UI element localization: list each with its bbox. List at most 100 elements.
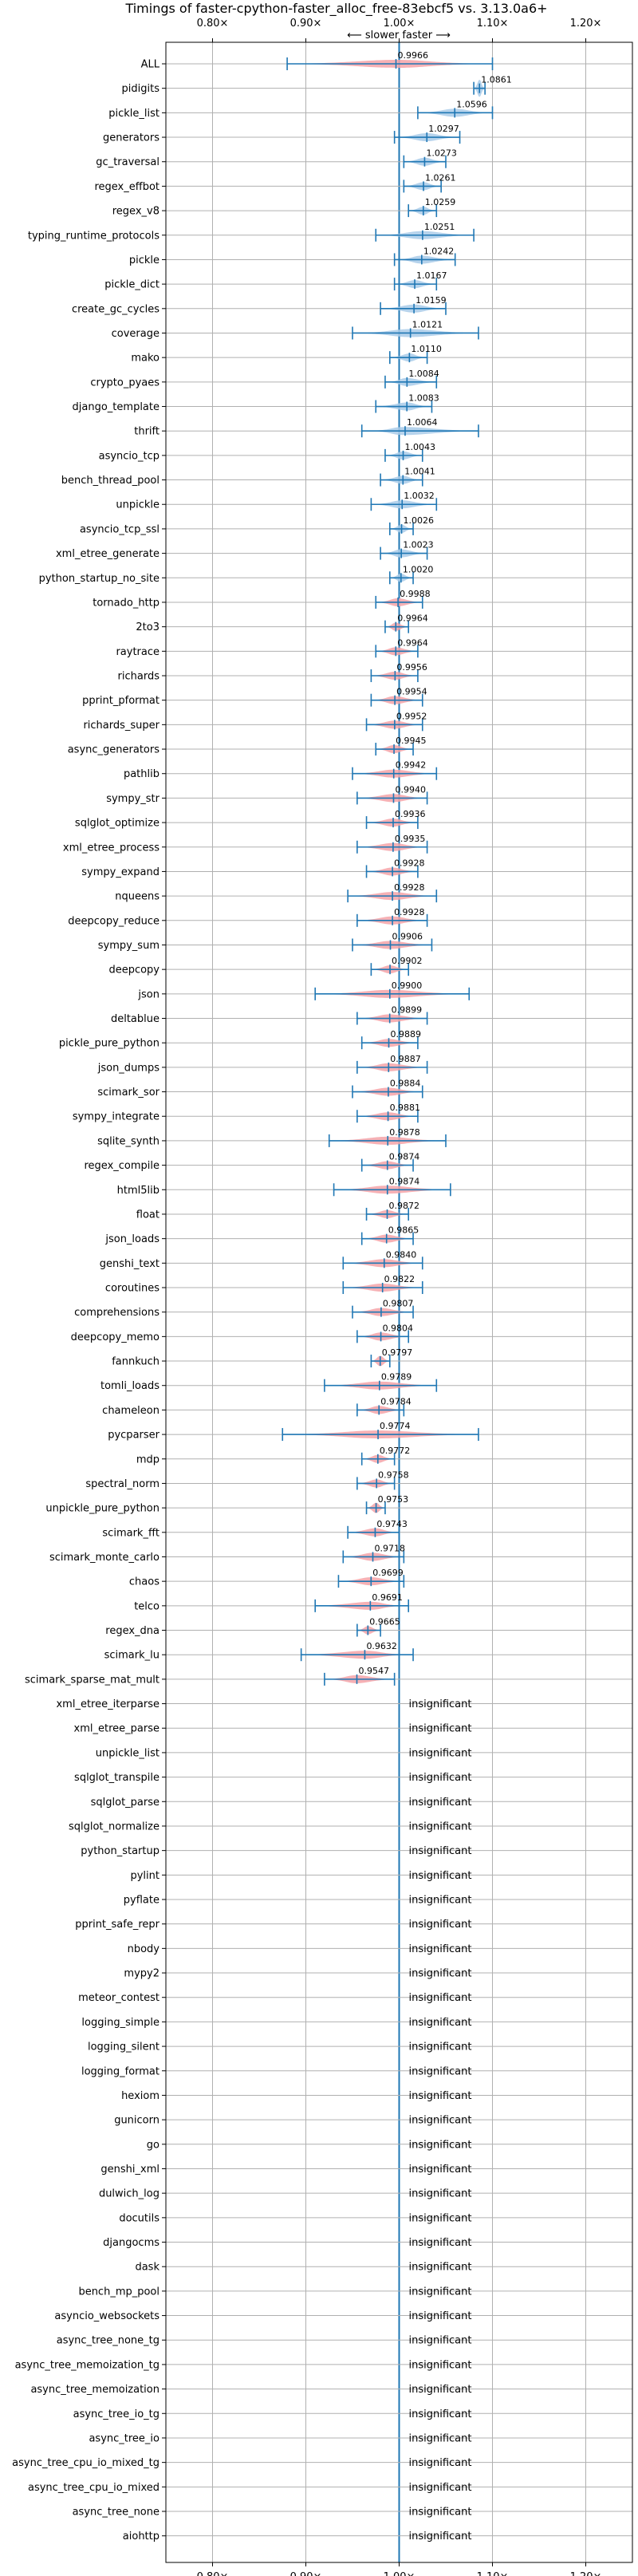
benchmark-name: typing_runtime_protocols (28, 230, 160, 242)
value-label: 0.9928 (394, 882, 425, 893)
benchmark-name: logging_simple (81, 2017, 160, 2029)
value-label: 0.9935 (395, 834, 426, 844)
value-label: 0.9964 (397, 637, 427, 648)
value-label: 0.9954 (396, 687, 427, 697)
value-label: 1.0273 (426, 148, 457, 159)
value-label: 0.9940 (395, 784, 425, 795)
x-tick-label-top: 0.80× (197, 18, 229, 30)
insignificant-label: insignificant (409, 2310, 472, 2322)
value-label: 0.9928 (394, 907, 425, 917)
benchmark-name: mako (131, 353, 160, 365)
insignificant-label: insignificant (409, 2237, 472, 2249)
value-label: 0.9699 (372, 1568, 404, 1578)
insignificant-label: insignificant (409, 1723, 472, 1735)
benchmark-name: genshi_text (100, 1258, 160, 1270)
benchmark-name: dask (135, 2262, 160, 2274)
benchmark-name: 2to3 (136, 621, 160, 633)
benchmark-name: crypto_pyaes (90, 377, 160, 389)
insignificant-label: insignificant (409, 2286, 472, 2298)
insignificant-label: insignificant (409, 2115, 472, 2127)
benchmark-name: bench_mp_pool (78, 2286, 160, 2298)
benchmark-name: tornado_http (93, 597, 160, 609)
benchmark-name: gunicorn (114, 2115, 160, 2127)
insignificant-label: insignificant (409, 2065, 472, 2077)
value-label: 0.9797 (382, 1347, 413, 1358)
value-label: 0.9872 (389, 1201, 420, 1211)
value-label: 1.0596 (456, 99, 487, 109)
benchmark-name: fannkuch (112, 1356, 160, 1368)
value-label: 1.0064 (407, 417, 438, 428)
benchmark-name: unpickle (116, 499, 160, 511)
benchmark-name: json_dumps (97, 1062, 160, 1074)
benchmark-name: generators (103, 132, 160, 144)
value-label: 0.9952 (396, 711, 427, 721)
x-tick-label-top: 0.90× (290, 18, 322, 30)
benchmark-name: coroutines (105, 1283, 160, 1295)
benchmark-name: comprehensions (74, 1307, 160, 1319)
insignificant-label: insignificant (409, 1968, 472, 1980)
value-label: 0.9691 (372, 1592, 403, 1603)
benchmark-name: richards (118, 671, 160, 683)
value-label: 1.0020 (403, 564, 433, 574)
benchmark-name: deepcopy (108, 965, 160, 976)
value-label: 1.0043 (405, 442, 436, 452)
benchmark-name: asyncio_websockets (54, 2310, 160, 2322)
benchmark-name: go (147, 2139, 160, 2151)
benchmark-name: thrift (134, 426, 160, 438)
value-label: 0.9804 (383, 1323, 414, 1333)
benchmark-name: async_generators (68, 744, 160, 756)
insignificant-label: insignificant (409, 1821, 472, 1832)
benchmark-name: bench_thread_pool (61, 475, 160, 487)
benchmark-name: sqlglot_normalize (69, 1821, 160, 1832)
x-tick-label-bottom: 1.10× (477, 2571, 509, 2576)
insignificant-label: insignificant (409, 1943, 472, 1955)
insignificant-label: insignificant (409, 1870, 472, 1882)
benchmark-name: async_tree_cpu_io_mixed_tg (12, 2457, 160, 2469)
value-label: 0.9899 (392, 1005, 422, 1016)
insignificant-label: insignificant (409, 1747, 472, 1759)
value-label: 0.9665 (369, 1617, 400, 1627)
value-label: 1.0083 (408, 393, 439, 404)
value-label: 1.0026 (404, 515, 435, 526)
benchmark-name: xml_etree_process (63, 842, 160, 854)
value-label: 0.9789 (381, 1372, 412, 1383)
benchmark-name: deltablue (111, 1013, 160, 1025)
benchmark-name: coverage (112, 328, 160, 340)
value-label: 0.9718 (375, 1543, 406, 1553)
x-tick-label-bottom: 0.90× (290, 2571, 322, 2576)
value-label: 0.9900 (392, 980, 423, 991)
insignificant-label: insignificant (409, 2164, 472, 2176)
value-label: 1.0121 (412, 319, 443, 329)
insignificant-label: insignificant (409, 1698, 472, 1710)
benchmark-rows: 0.9966 1.0861 1.0596 1.0297 1.0273 1.0261 1.02… (282, 50, 512, 2542)
value-label: 1.0041 (404, 467, 435, 477)
value-label: 0.9906 (392, 931, 423, 941)
benchmark-name: create_gc_cycles (72, 303, 160, 315)
benchmark-name: scimark_monte_carlo (49, 1552, 160, 1564)
benchmark-name: deepcopy_memo (71, 1331, 160, 1343)
benchmark-name: json_loads (104, 1233, 160, 1245)
insignificant-label: insignificant (409, 2090, 472, 2102)
benchmark-name: async_tree_memoization (30, 2384, 160, 2396)
benchmark-name: unpickle_pure_python (45, 1503, 160, 1515)
x-tick-label-top: 1.20× (570, 18, 602, 30)
benchmark-name: async_tree_io_tg (73, 2408, 160, 2420)
value-label: 0.9956 (396, 662, 427, 673)
benchmark-name: sympy_sum (98, 940, 160, 952)
insignificant-label: insignificant (409, 2212, 472, 2224)
benchmark-name: richards_super (83, 720, 160, 732)
value-label: 1.0259 (425, 197, 456, 207)
value-label: 0.9743 (376, 1519, 408, 1529)
x-tick-label-top: 1.00× (384, 18, 415, 30)
insignificant-label: insignificant (409, 2262, 472, 2274)
value-label: 0.9964 (397, 613, 427, 624)
benchmark-name: asyncio_tcp_ssl (80, 523, 160, 535)
benchmark-name: django_template (73, 401, 160, 413)
value-label: 1.0242 (423, 246, 455, 256)
value-label: 0.9874 (389, 1152, 420, 1162)
value-label: 1.0861 (481, 75, 512, 85)
x-tick-label-bottom: 0.80× (197, 2571, 229, 2576)
value-label: 0.9988 (400, 589, 431, 599)
value-label: 0.9774 (380, 1421, 410, 1431)
value-label: 1.0032 (404, 491, 435, 501)
